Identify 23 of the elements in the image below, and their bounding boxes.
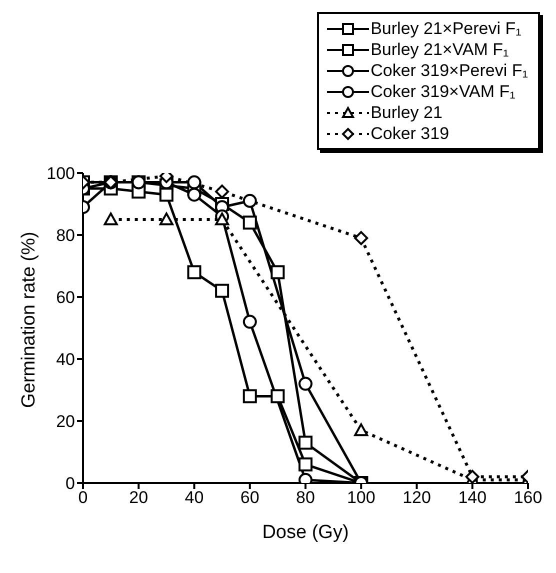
x-tick-label: 20 bbox=[129, 488, 148, 508]
legend-label: Burley 21 bbox=[370, 102, 442, 122]
x-tick-label: 120 bbox=[402, 488, 431, 508]
y-axis-title: Germination rate (%) bbox=[18, 232, 40, 408]
y-tick-label: 20 bbox=[56, 412, 75, 432]
x-tick-label: 140 bbox=[458, 488, 487, 508]
legend-label: Coker 319×VAM F₁ bbox=[370, 82, 516, 102]
y-tick-label: 60 bbox=[56, 288, 75, 308]
legend-label: Burley 21×Perevi F₁ bbox=[370, 18, 522, 38]
x-tick-label: 100 bbox=[346, 488, 376, 508]
x-tick-label: 160 bbox=[514, 488, 542, 508]
x-tick-label: 0 bbox=[78, 488, 88, 508]
y-tick-label: 100 bbox=[46, 164, 75, 184]
y-tick-label: 40 bbox=[56, 350, 75, 370]
legend-label: Coker 319 bbox=[370, 124, 450, 144]
x-tick-label: 40 bbox=[184, 488, 204, 508]
x-tick-label: 60 bbox=[240, 488, 260, 508]
y-tick-label: 0 bbox=[66, 474, 75, 494]
x-axis-title: Dose (Gy) bbox=[262, 522, 349, 543]
legend-label: Coker 319×Perevi F₁ bbox=[370, 60, 528, 80]
legend-label: Burley 21×VAM F₁ bbox=[370, 40, 509, 60]
y-tick-label: 80 bbox=[56, 226, 75, 246]
x-tick-label: 80 bbox=[296, 488, 315, 508]
